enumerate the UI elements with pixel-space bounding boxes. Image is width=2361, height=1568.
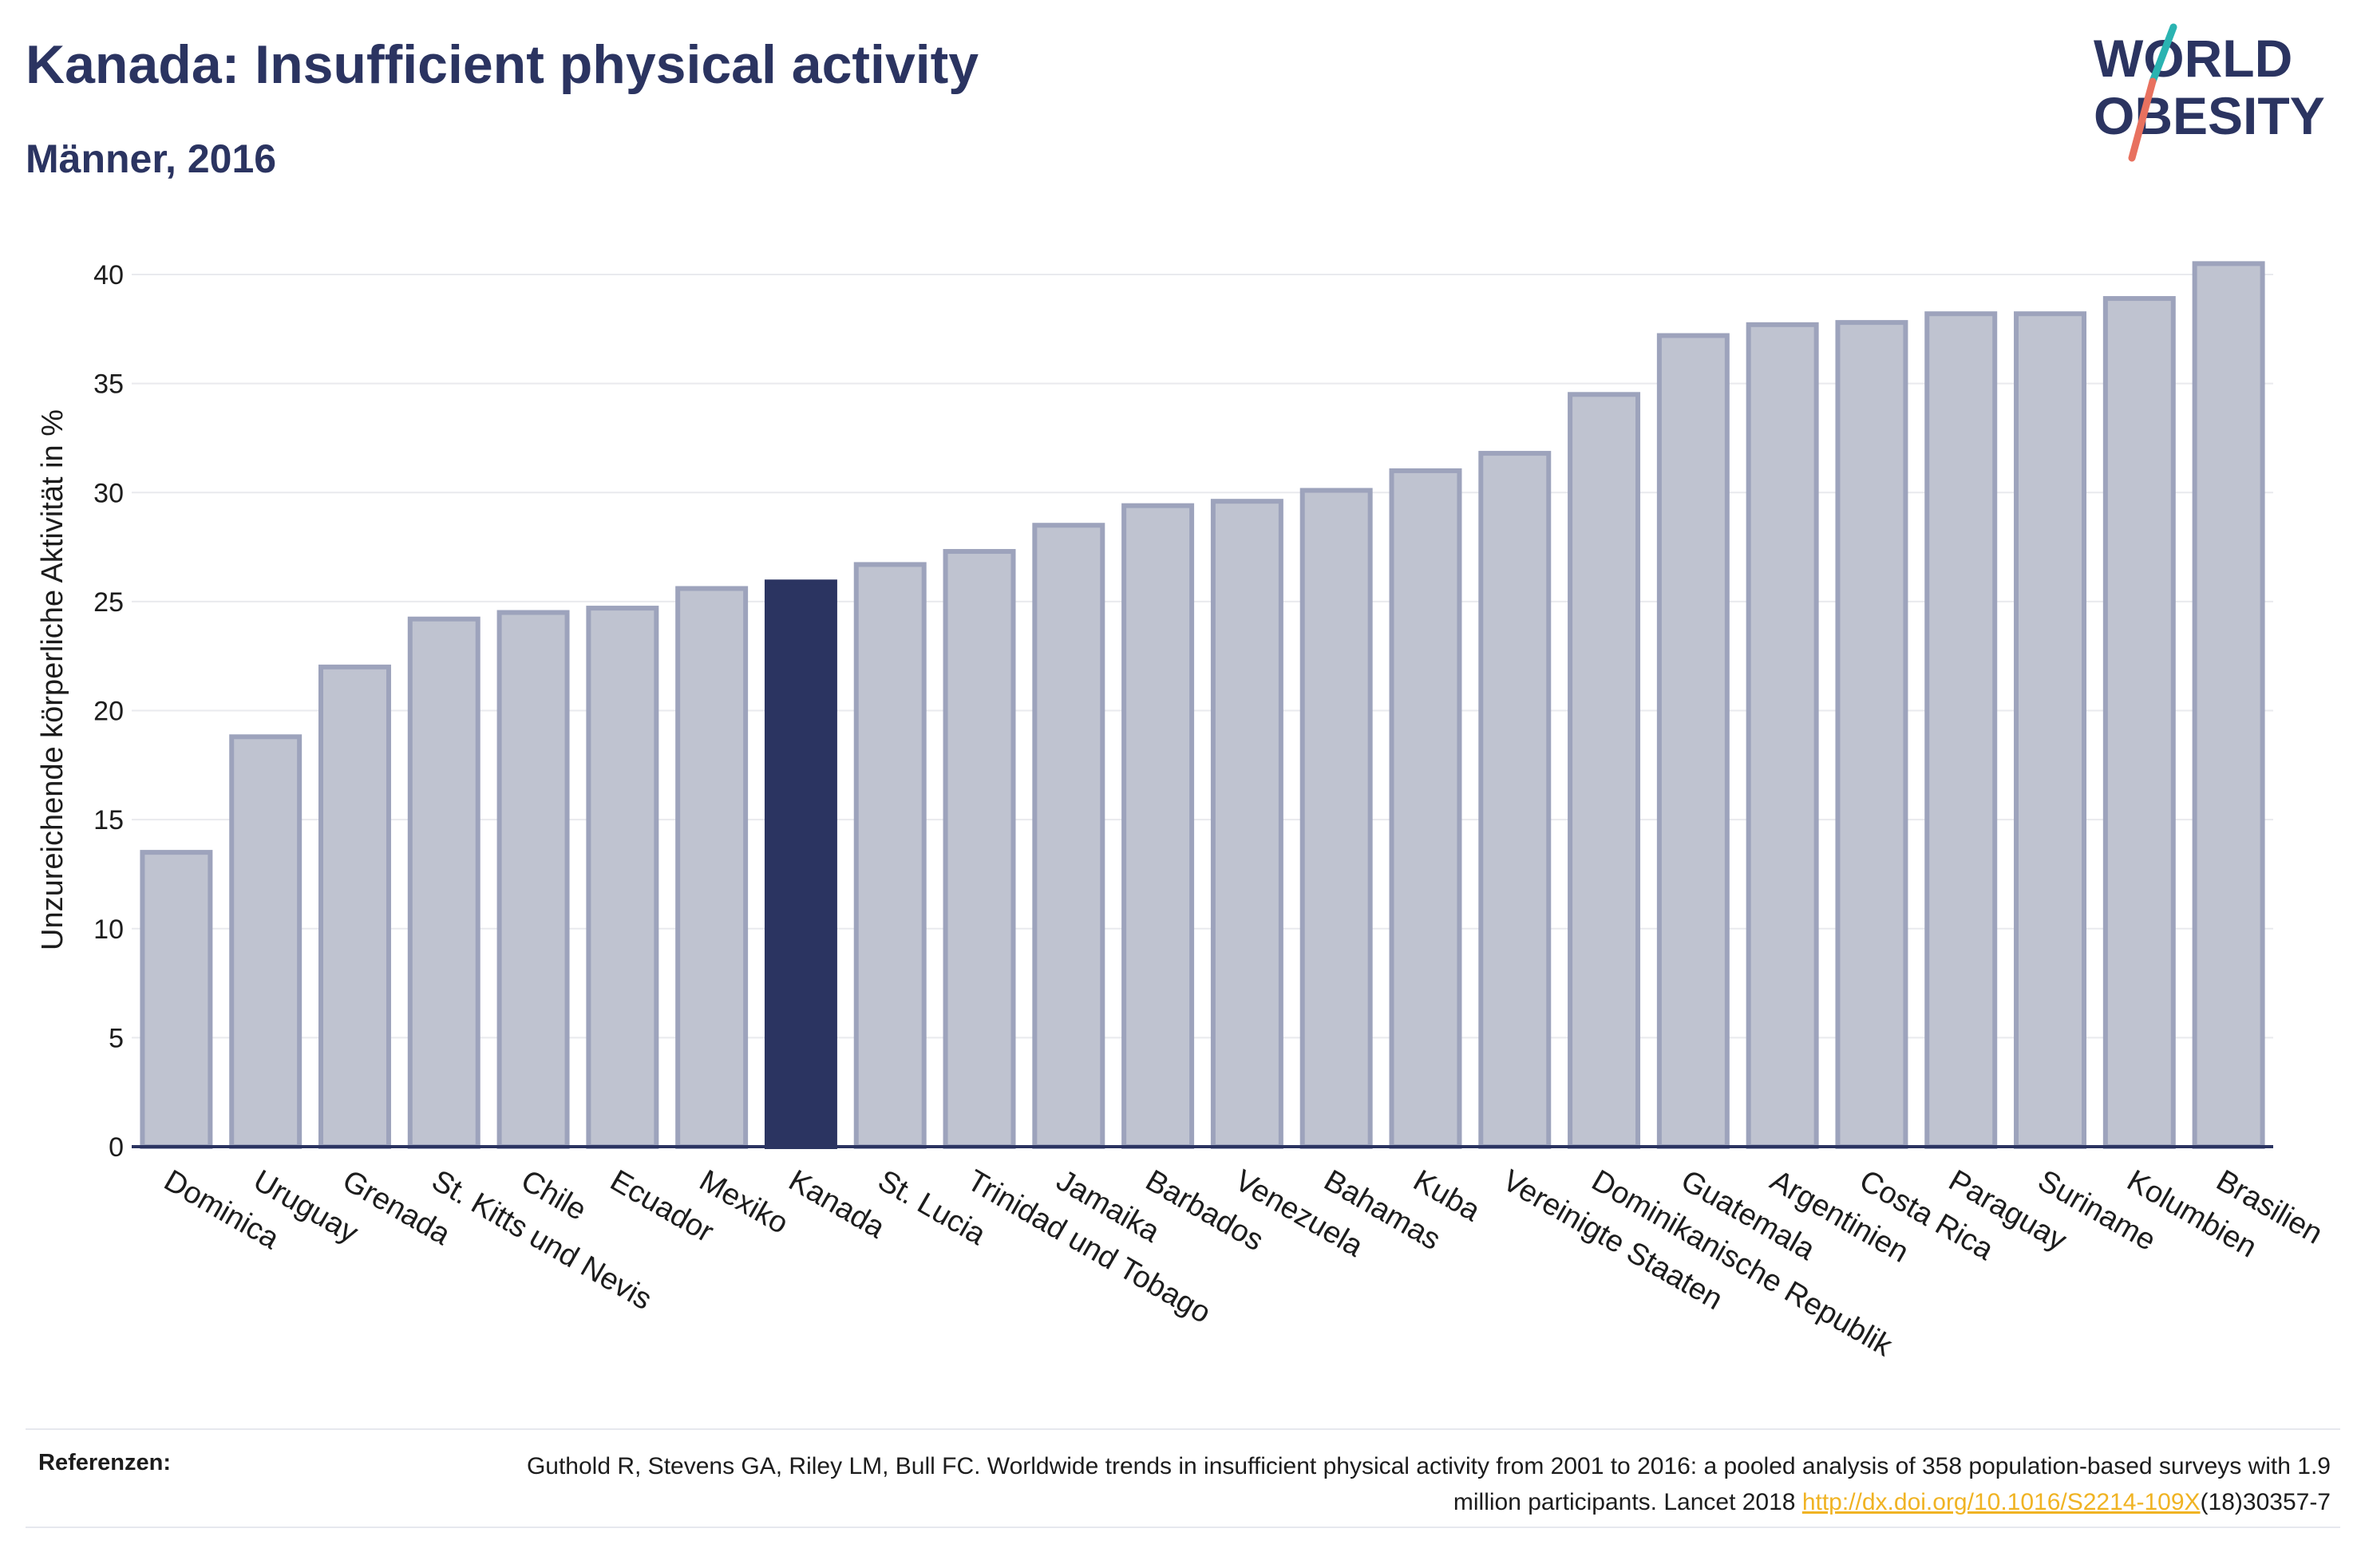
y-tick-label: 5: [109, 1023, 124, 1053]
x-tick-label: Kanada: [783, 1163, 891, 1245]
y-tick-label: 35: [93, 369, 124, 400]
bar-kolumbien: [2102, 296, 2176, 1149]
bar-trinidad-und-tobago: [943, 549, 1016, 1149]
bar-jamaika: [1032, 523, 1105, 1149]
y-axis-title: Unzureichende körperliche Aktivität in %: [36, 409, 69, 950]
chart-subtitle: Männer, 2016: [26, 136, 277, 181]
bars: [140, 261, 2265, 1150]
bar-dominica: [140, 850, 213, 1150]
bar-argentinien: [1746, 322, 1819, 1149]
y-tick-label: 15: [93, 805, 124, 835]
bar-mexiko: [675, 586, 749, 1149]
references-bottom-divider: [26, 1527, 2340, 1528]
logo-line-1: WORLD: [2094, 29, 2292, 88]
y-tick-label: 10: [93, 914, 124, 945]
chart-title: Kanada: Insufficient physical activity: [26, 34, 979, 95]
reference-doi-suffix: (18)30357-7: [2200, 1489, 2331, 1515]
bar-chart: 0510152025303540DominicaUruguayGrenadaSt…: [36, 260, 2328, 1364]
bar-st-kitts-und-nevis: [407, 616, 481, 1149]
bar-uruguay: [229, 734, 303, 1149]
grid-lines: [132, 274, 2273, 1039]
logo-slash-coral: [2128, 77, 2157, 162]
bar-guatemala: [1656, 333, 1730, 1149]
bar-venezuela: [1210, 499, 1283, 1149]
reference-citation: Guthold R, Stevens GA, Riley LM, Bull FC…: [526, 1453, 2331, 1515]
bar-costa-rica: [1835, 320, 1908, 1149]
y-tick-label: 25: [93, 587, 124, 618]
y-tick-label: 0: [109, 1132, 124, 1163]
bar-grenada: [318, 664, 391, 1149]
bar-kanada: [764, 579, 837, 1149]
bar-barbados: [1121, 503, 1195, 1149]
bar-ecuador: [586, 606, 659, 1149]
bar-suriname: [2014, 311, 2087, 1149]
y-tick-label: 40: [93, 260, 124, 290]
bar-paraguay: [1924, 311, 1998, 1149]
references-text: Guthold R, Stevens GA, Riley LM, Bull FC…: [495, 1448, 2331, 1520]
y-tick-label: 20: [93, 697, 124, 727]
world-obesity-logo: WORLD OBESITY: [2094, 23, 2325, 162]
bar-dominikanische-republik: [1568, 392, 1641, 1150]
bar-brasilien: [2192, 261, 2265, 1149]
bar-st-lucia: [853, 562, 927, 1149]
bar-bahamas: [1299, 488, 1373, 1149]
bar-vereinigte-staaten: [1478, 451, 1552, 1149]
references-label: Referenzen:: [38, 1450, 171, 1475]
logo-slash-teal: [2149, 23, 2177, 85]
bar-chile: [496, 610, 570, 1149]
reference-doi-link[interactable]: http://dx.doi.org/10.1016/S2214-109X: [1801, 1489, 2201, 1515]
x-tick-label: Ecuador: [604, 1163, 719, 1249]
references-top-divider: [26, 1428, 2340, 1430]
logo-line-2: OBESITY: [2094, 86, 2325, 145]
bar-kuba: [1389, 468, 1462, 1149]
y-tick-label: 30: [93, 478, 124, 508]
